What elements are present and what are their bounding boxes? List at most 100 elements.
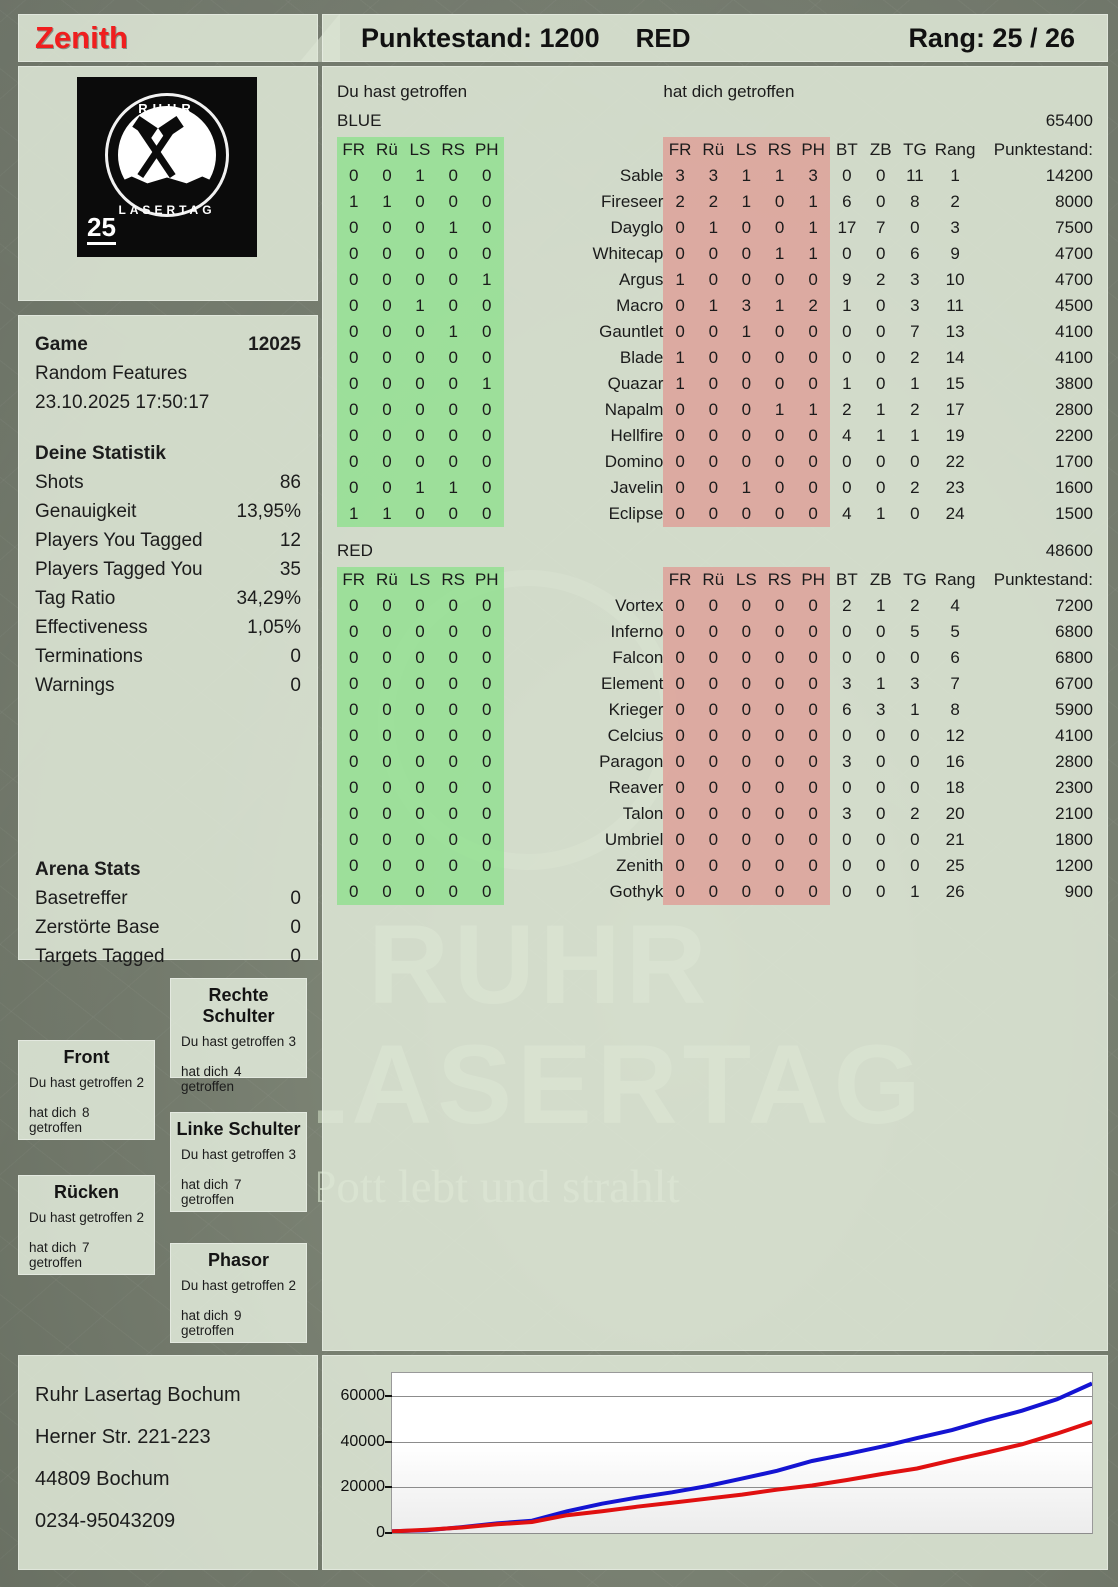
cell-bt: 0 xyxy=(842,882,852,901)
chart-y-tick-label: 40000 xyxy=(340,1432,386,1450)
cell-score: 7200 xyxy=(1055,596,1093,615)
cell-hit: 1 xyxy=(436,215,470,241)
table-row[interactable]: 0 0 0 0 1 Quazar 1 0 0 0 0 1 0 1 15 3800 xyxy=(337,371,1093,397)
bodypart-gothit-value: 9 xyxy=(234,1308,242,1323)
cell-zb: 0 xyxy=(876,752,886,771)
header-hit-PH: PH xyxy=(469,137,504,163)
table-row[interactable]: 0 0 0 0 0 Falcon 0 0 0 0 0 0 0 0 6 6800 xyxy=(337,645,1093,671)
cell-gothit: 0 xyxy=(696,267,730,293)
cell-hit: 0 xyxy=(403,801,437,827)
table-row[interactable]: 0 0 0 0 0 Element 0 0 0 0 0 3 1 3 7 6700 xyxy=(337,671,1093,697)
cell-gothit: 0 xyxy=(762,879,797,905)
cell-hit: 0 xyxy=(436,345,470,371)
scoreboard-table: Du hast getroffen hat dich getroffen BLUE 6… xyxy=(337,79,1093,905)
cell-gothit: 0 xyxy=(696,619,730,645)
table-row[interactable]: 0 0 0 0 0 Whitecap 0 0 0 1 1 0 0 6 9 4700 xyxy=(337,241,1093,267)
cell-rang: 26 xyxy=(945,882,965,901)
cell-gothit: 0 xyxy=(663,671,697,697)
cell-hit: 0 xyxy=(469,749,504,775)
cell-zb: 1 xyxy=(876,674,886,693)
table-row[interactable]: 0 0 0 0 0 Vortex 0 0 0 0 0 2 1 2 4 7200 xyxy=(337,593,1093,619)
cell-gothit: 0 xyxy=(796,319,830,345)
cell-hit: 0 xyxy=(337,671,371,697)
cell-hit: 0 xyxy=(370,749,404,775)
table-row[interactable]: 0 0 0 0 0 Blade 1 0 0 0 0 0 0 2 14 4100 xyxy=(337,345,1093,371)
cell-rang: 17 xyxy=(945,400,965,419)
cell-hit: 0 xyxy=(370,775,404,801)
table-row[interactable]: 0 0 1 0 0 Sable 3 3 1 1 3 0 0 11 1 14200 xyxy=(337,163,1093,189)
cell-gothit: 0 xyxy=(729,723,763,749)
cell-gothit: 0 xyxy=(663,775,697,801)
cell-hit: 0 xyxy=(370,723,404,749)
table-row[interactable]: 0 0 0 1 0 Dayglo 0 1 0 0 1 17 7 0 3 7500 xyxy=(337,215,1093,241)
cell-hit: 0 xyxy=(337,801,371,827)
cell-gothit: 0 xyxy=(762,423,797,449)
cell-hit: 0 xyxy=(403,827,437,853)
cell-gothit: 0 xyxy=(796,267,830,293)
team-total: 48600 xyxy=(1045,541,1093,560)
logo-panel: RUHR LASERTAG 25 xyxy=(18,66,318,301)
cell-gothit: 0 xyxy=(762,345,797,371)
logo-anniversary-badge: 25 xyxy=(87,214,116,245)
cell-rang: 1 xyxy=(950,166,960,185)
table-row[interactable]: 0 0 0 0 0 Hellfire 0 0 0 0 0 4 1 1 19 2200 xyxy=(337,423,1093,449)
cell-hit: 0 xyxy=(469,345,504,371)
cell-gothit: 0 xyxy=(696,475,730,501)
cell-gothit: 0 xyxy=(729,749,763,775)
table-row[interactable]: 0 0 0 0 0 Gothyk 0 0 0 0 0 0 0 1 26 900 xyxy=(337,879,1093,905)
cell-gothit: 0 xyxy=(729,775,763,801)
cell-hit: 0 xyxy=(469,723,504,749)
cell-gothit: 1 xyxy=(796,215,830,241)
cell-hit: 0 xyxy=(469,645,504,671)
cell-tg: 8 xyxy=(910,192,920,211)
cell-gothit: 0 xyxy=(762,189,797,215)
table-row[interactable]: 0 0 1 0 0 Macro 0 1 3 1 2 1 0 3 11 4500 xyxy=(337,293,1093,319)
cell-zb: 0 xyxy=(876,166,886,185)
rank-label: Rang: 25 / 26 xyxy=(908,22,1075,53)
cell-gothit: 0 xyxy=(696,801,730,827)
cell-gothit: 0 xyxy=(762,775,797,801)
table-row[interactable]: 0 0 0 0 1 Argus 1 0 0 0 0 9 2 3 10 4700 xyxy=(337,267,1093,293)
table-row[interactable]: 0 0 1 1 0 Javelin 0 0 1 0 0 0 0 2 23 1600 xyxy=(337,475,1093,501)
cell-gothit: 0 xyxy=(729,501,763,527)
cell-hit: 0 xyxy=(469,215,504,241)
bodypart-title: Phasor xyxy=(207,1250,270,1270)
table-row[interactable]: 1 1 0 0 0 Eclipse 0 0 0 0 0 4 1 0 24 1500 xyxy=(337,501,1093,527)
cell-hit: 0 xyxy=(337,293,371,319)
table-row[interactable]: 0 0 0 0 0 Domino 0 0 0 0 0 0 0 0 22 1700 xyxy=(337,449,1093,475)
cell xyxy=(519,137,664,163)
player-name: Gothyk xyxy=(609,882,664,901)
table-row[interactable]: 0 0 0 0 0 Paragon 0 0 0 0 0 3 0 0 16 2800 xyxy=(337,749,1093,775)
cell-hit: 0 xyxy=(337,879,371,905)
cell-hit: 1 xyxy=(370,189,404,215)
player-name: Argus xyxy=(618,270,664,289)
header-hit-FR: FR xyxy=(337,137,371,163)
chart-y-tick-label: 20000 xyxy=(340,1478,386,1496)
cell-zb: 1 xyxy=(876,596,886,615)
cell-hit: 0 xyxy=(403,397,437,423)
table-row[interactable]: 0 0 0 0 0 Talon 0 0 0 0 0 3 0 2 20 2100 xyxy=(337,801,1093,827)
table-row[interactable]: 0 0 0 0 0 Inferno 0 0 0 0 0 0 0 5 5 6800 xyxy=(337,619,1093,645)
table-row[interactable]: 0 0 0 0 0 Zenith 0 0 0 0 0 0 0 0 25 1200 xyxy=(337,853,1093,879)
bodypart-gothit-row: hat dich getroffen 4 xyxy=(171,1052,242,1097)
cell-hit: 0 xyxy=(436,293,470,319)
cell-rang: 5 xyxy=(950,622,960,641)
scoreboard-panel: Du hast getroffen hat dich getroffen BLUE 6… xyxy=(322,66,1108,1351)
table-row[interactable]: 0 0 0 1 0 Gauntlet 0 0 1 0 0 0 0 7 13 4100 xyxy=(337,319,1093,345)
cell-hit: 0 xyxy=(469,397,504,423)
cell-hit: 0 xyxy=(403,879,437,905)
cell-gothit: 1 xyxy=(663,345,697,371)
table-row[interactable]: 0 0 0 0 0 Napalm 0 0 0 1 1 2 1 2 17 2800 xyxy=(337,397,1093,423)
table-row[interactable]: 0 0 0 0 0 Celcius 0 0 0 0 0 0 0 0 12 4100 xyxy=(337,723,1093,749)
table-row[interactable]: 0 0 0 0 0 Reaver 0 0 0 0 0 0 0 0 18 2300 xyxy=(337,775,1093,801)
player-name: Macro xyxy=(616,296,664,315)
bodypart-box-right-shoulder: Rechte Schulter Du hast getroffen 3 hat dic… xyxy=(170,978,307,1094)
cell-score: 4700 xyxy=(1055,244,1093,263)
cell-tg: 0 xyxy=(910,218,920,237)
cell-hit: 0 xyxy=(436,645,470,671)
table-row[interactable]: 1 1 0 0 0 Fireseer 2 2 1 0 1 6 0 8 2 8000 xyxy=(337,189,1093,215)
table-row[interactable]: 0 0 0 0 0 Krieger 0 0 0 0 0 6 3 1 8 5900 xyxy=(337,697,1093,723)
arena-title-row: Arena Stats xyxy=(35,855,301,884)
table-row[interactable]: 0 0 0 0 0 Umbriel 0 0 0 0 0 0 0 0 21 1800 xyxy=(337,827,1093,853)
cell-hit: 0 xyxy=(370,215,404,241)
